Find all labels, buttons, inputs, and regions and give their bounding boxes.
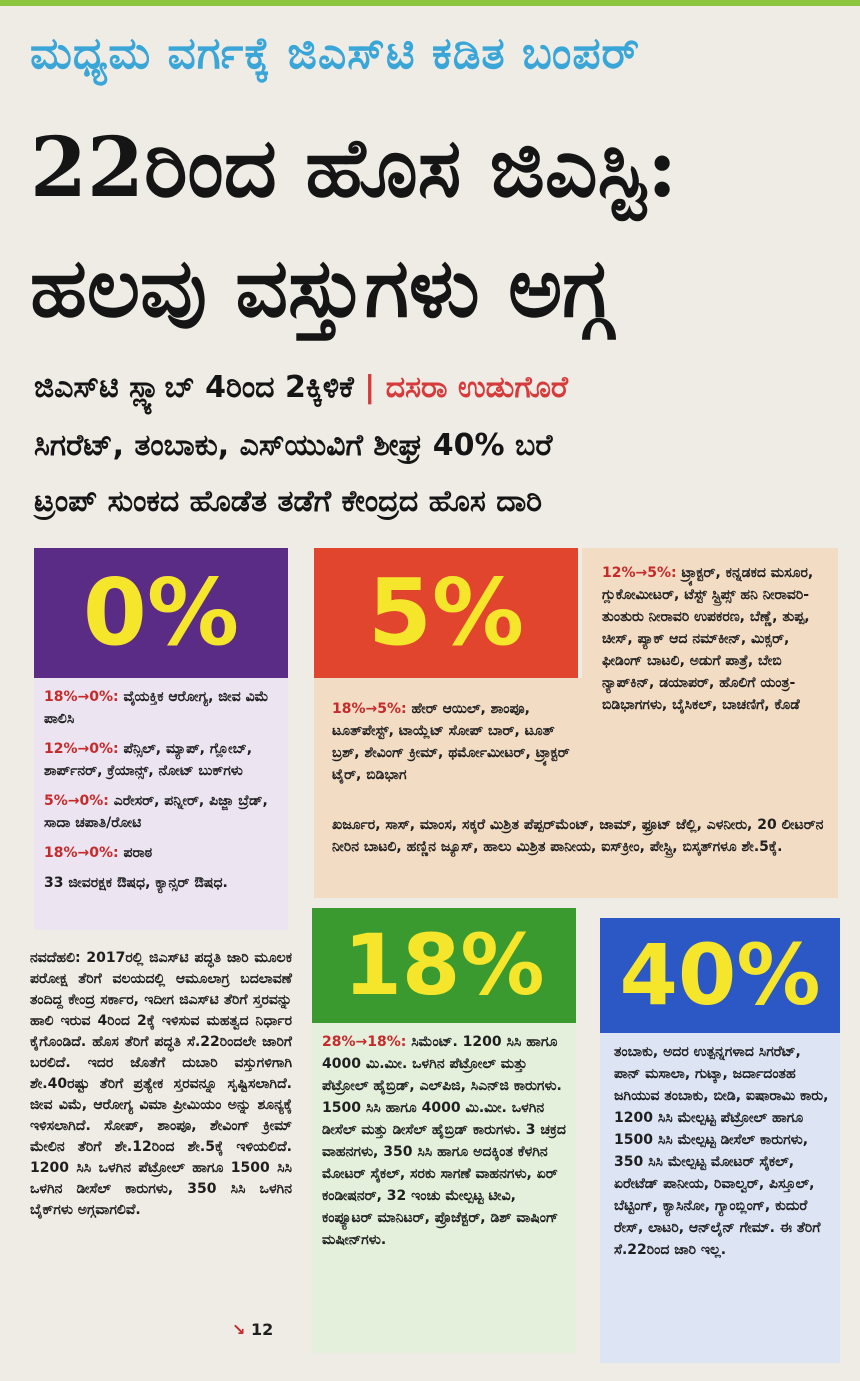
kicker-headline: ಮಧ್ಯಮ ವರ್ಗಕ್ಕೆ ಜಿಎಸ್‌ಟಿ ಕಡಿತ ಬಂಪರ್: [30, 28, 641, 79]
slab-0-item: 18%→0%: ವೈಯಕ್ತಿಕ ಆರೋಗ್ಯ, ಜೀವ ವಿಮೆ ಪಾಲಿಸಿ: [44, 689, 269, 727]
subhead-dasara-text: ದಸರಾ ಉಡುಗೊರೆ: [385, 370, 568, 405]
article-body: ನವದೆಹಲಿ: 2017ರಲ್ಲಿ ಜಿಎಸ್‌ಟಿ ಪದ್ಧತಿ ಜಾರಿ …: [30, 948, 292, 1348]
slab-40-percent-badge: 40%: [600, 918, 840, 1033]
slab-5-right-panel: 12%→5%: ಟ್ರ್ಯಾಕ್ಟರ್, ಕನ್ನಡಕದ ಮಸೂರ, ಗ್ಲುಕ…: [582, 548, 838, 806]
top-color-strip: [0, 0, 860, 6]
slab-40-items-panel: ತಂಬಾಕು, ಅದರ ಉತ್ಪನ್ನಗಳಾದ ಸಿಗರೆಟ್, ಪಾನ್ ಮಸ…: [600, 1033, 840, 1363]
slab-0-item: 18%→0%: ಪರಾಠ: [44, 845, 153, 861]
slab-0-item: 12%→0%: ಪೆನ್ಸಿಲ್, ಮ್ಯಾಪ್, ಗ್ಲೋಬ್, ಶಾರ್ಪ್…: [44, 741, 253, 779]
subhead-slab-text: ಜಿಎಸ್‌ಟಿ ಸ್ಲ್ಯಾಬ್ 4ರಿಂದ 2ಕ್ಕಿಳಿಕೆ: [34, 370, 354, 405]
main-headline-line1: 22ರಿಂದ ಹೊಸ ಜಿಎಸ್ಟಿ:: [30, 120, 678, 216]
jump-arrow-icon: ↘: [232, 1320, 246, 1339]
subhead-line1: ಜಿಎಸ್‌ಟಿ ಸ್ಲ್ಯಾಬ್ 4ರಿಂದ 2ಕ್ಕಿಳಿಕೆ | ದಸರಾ…: [34, 370, 834, 405]
slab-5-right-text: ಟ್ರ್ಯಾಕ್ಟರ್, ಕನ್ನಡಕದ ಮಸೂರ, ಗ್ಲುಕೋಮೀಟರ್, …: [602, 565, 814, 713]
slab-0-item: 5%→0%: ಎರೇಸರ್, ಪನ್ನೀರ್, ಪಿಜ್ಜಾ ಬ್ರೆಡ್, ಸ…: [44, 793, 268, 831]
slab-18-tag: 28%→18%:: [322, 1034, 407, 1050]
slab-5-left-panel: 18%→5%: ಹೇರ್ ಆಯಿಲ್, ಶಾಂಪೂ, ಟೂತ್‌ಪೇಸ್ಟ್, …: [314, 678, 582, 806]
article-dateline: ನವದೆಹಲಿ:: [30, 950, 81, 966]
subhead-line3: ಟ್ರಂಪ್ ಸುಂಕದ ಹೊಡೆತ ತಡೆಗೆ ಕೇಂದ್ರದ ಹೊಸ ದಾರ…: [34, 484, 543, 519]
slab-5-left-tag: 18%→5%:: [332, 701, 407, 717]
slab-18-items-panel: 28%→18%: ಸಿಮೆಂಟ್. 1200 ಸಿಸಿ ಹಾಗೂ 4000 ಮಿ…: [312, 1023, 576, 1353]
main-headline-line2: ಹಲವು ವಸ್ತುಗಳು ಅಗ್ಗ: [30, 240, 612, 336]
slab-5-bottom-panel: ಖರ್ಜೂರ, ಸಾಸ್, ಮಾಂಸ, ಸಕ್ಕರೆ ಮಿಶ್ರಿತ ಪೆಪ್ಪ…: [314, 806, 838, 898]
jump-page-number: 12: [250, 1320, 274, 1339]
subhead-line2: ಸಿಗರೆಟ್, ತಂಬಾಕು, ಎಸ್‌ಯುವಿಗೆ ಶೀಘ್ರ 40% ಬರ…: [34, 428, 553, 463]
slab-0-percent-badge: 0%: [34, 548, 288, 678]
slab-18-text: ಸಿಮೆಂಟ್. 1200 ಸಿಸಿ ಹಾಗೂ 4000 ಮಿ.ಮೀ. ಒಳಗಿ…: [322, 1034, 566, 1248]
slab-5-left-text: ಹೇರ್ ಆಯಿಲ್, ಶಾಂಪೂ, ಟೂತ್‌ಪೇಸ್ಟ್, ಟಾಯ್ಲೆಟ್…: [332, 701, 570, 783]
subhead-separator: |: [364, 370, 376, 405]
continued-on-page: ↘ 12: [232, 1320, 273, 1339]
slab-0-items-panel: 18%→0%: ವೈಯಕ್ತಿಕ ಆರೋಗ್ಯ, ಜೀವ ವಿಮೆ ಪಾಲಿಸಿ…: [34, 678, 288, 930]
slab-5-right-tag: 12%→5%:: [602, 565, 677, 581]
slab-0-item: 33 ಜೀವರಕ್ಷಕ ಔಷಧ, ಕ್ಯಾನ್ಸರ್ ಔಷಧ.: [44, 875, 228, 891]
slab-5-percent-badge: 5%: [314, 548, 578, 678]
slab-18-percent-badge: 18%: [312, 908, 576, 1023]
article-text: 2017ರಲ್ಲಿ ಜಿಎಸ್‌ಟಿ ಪದ್ಧತಿ ಜಾರಿ ಮೂಲಕ ಪರೋಕ…: [30, 950, 293, 1218]
